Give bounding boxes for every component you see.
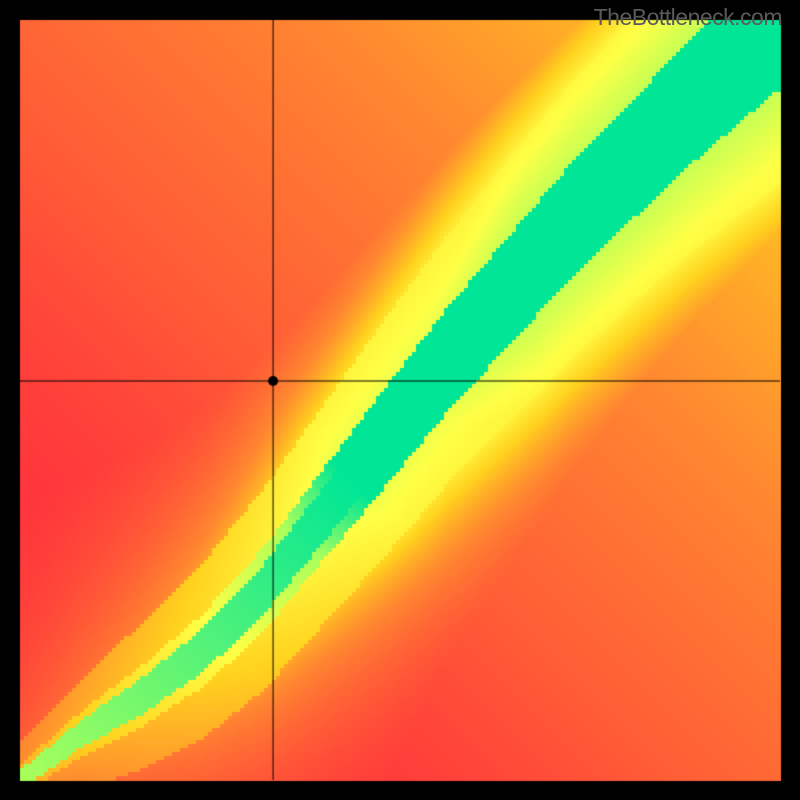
watermark-text: TheBottleneck.com — [594, 4, 782, 31]
chart-container: TheBottleneck.com — [0, 0, 800, 800]
bottleneck-heatmap — [0, 0, 800, 800]
